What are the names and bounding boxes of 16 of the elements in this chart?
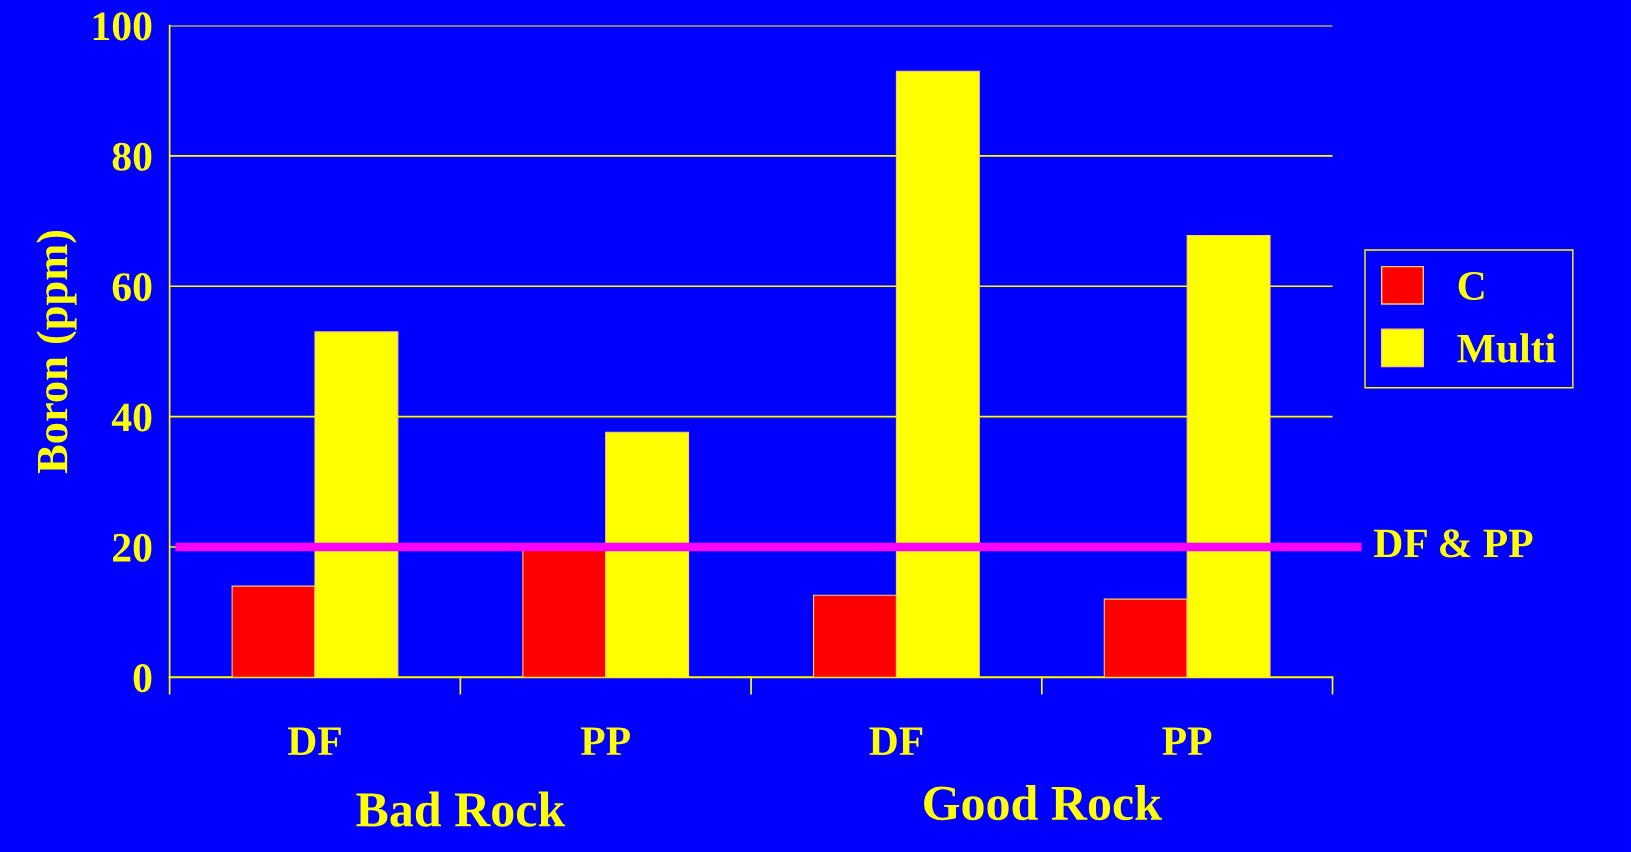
legend-label: C — [1458, 271, 1484, 300]
y-tick-label: 100 — [93, 12, 152, 41]
y-tick-label: 0 — [133, 664, 152, 693]
y-tick-label: 80 — [112, 142, 152, 171]
legend-label: Multi — [1457, 333, 1556, 363]
y-tick-label: 60 — [112, 273, 152, 302]
text: Good Rock — [924, 785, 1162, 821]
x-tick-label: PP — [580, 727, 630, 755]
x-tick-label: PP — [1162, 727, 1212, 755]
y-tick-label: 20 — [113, 533, 152, 562]
x-tick-label: DF — [287, 727, 341, 755]
y-tick-label: 40 — [111, 403, 152, 432]
x-tick-label: DF — [869, 727, 923, 755]
y-axis-title: Boron (ppm) — [36, 230, 77, 474]
text: Bad Rock — [356, 791, 566, 827]
ref-line-label: DF & PP — [1373, 529, 1533, 558]
